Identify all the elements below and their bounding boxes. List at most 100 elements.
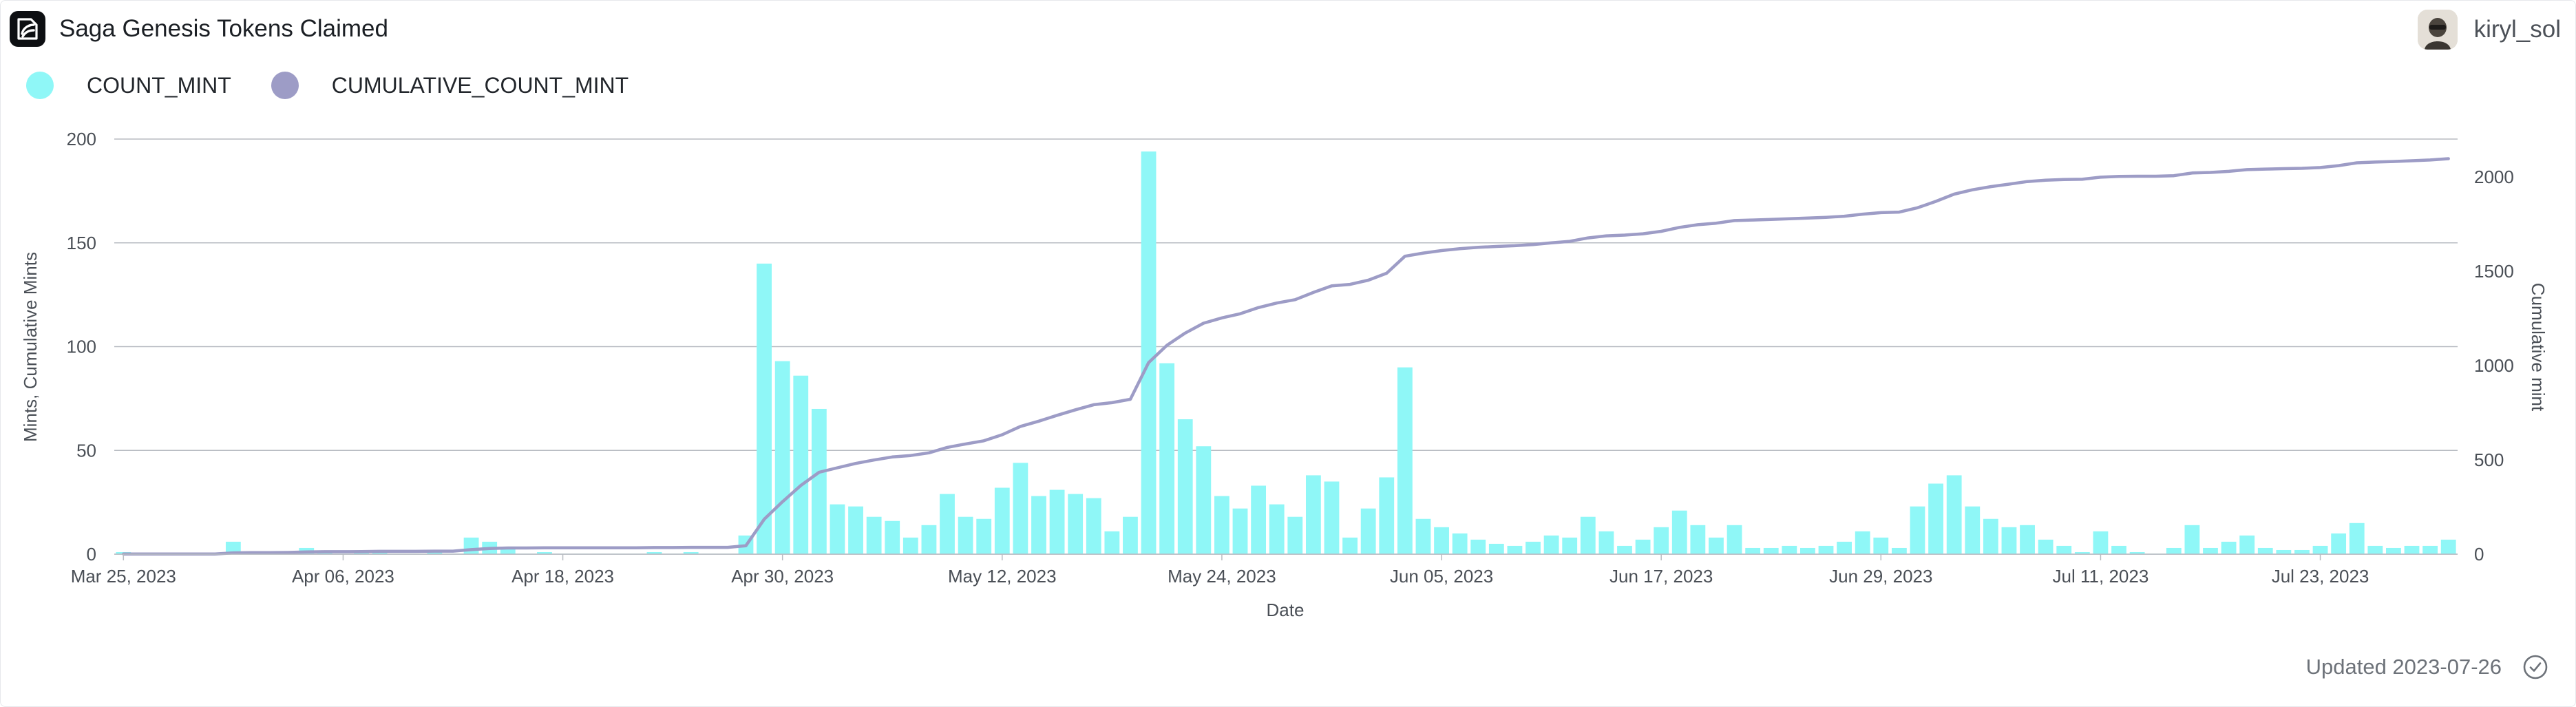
bar-count-mint[interactable]	[2294, 549, 2310, 554]
bar-count-mint[interactable]	[994, 487, 1010, 554]
bar-count-mint[interactable]	[1671, 510, 1687, 554]
bar-count-mint[interactable]	[866, 516, 882, 554]
bar-count-mint[interactable]	[885, 520, 900, 554]
bar-count-mint[interactable]	[225, 541, 241, 554]
bar-count-mint[interactable]	[463, 537, 479, 554]
bar-count-mint[interactable]	[1251, 485, 1267, 554]
bar-count-mint[interactable]	[1910, 506, 1925, 554]
bar-count-mint[interactable]	[2440, 539, 2456, 554]
bar-count-mint[interactable]	[848, 506, 863, 554]
bar-count-mint[interactable]	[1635, 539, 1651, 554]
legend-item-count-mint[interactable]: COUNT_MINT	[26, 72, 231, 99]
bar-count-mint[interactable]	[2184, 525, 2200, 554]
bar-count-mint[interactable]	[1617, 545, 1632, 554]
bar-count-mint[interactable]	[1287, 516, 1303, 554]
bar-count-mint[interactable]	[2312, 545, 2328, 554]
bar-count-mint[interactable]	[1305, 475, 1321, 554]
bar-count-mint[interactable]	[1086, 498, 1101, 554]
bar-count-mint[interactable]	[1709, 537, 1724, 554]
user-avatar[interactable]	[2417, 10, 2458, 50]
bar-count-mint[interactable]	[1690, 525, 1706, 554]
bar-count-mint[interactable]	[1727, 525, 1742, 554]
bar-count-mint[interactable]	[1049, 489, 1065, 554]
line-cumulative-count-mint[interactable]	[122, 157, 2450, 556]
bar-count-mint[interactable]	[1068, 494, 1084, 554]
bar-count-mint[interactable]	[2331, 533, 2347, 554]
bar-count-mint[interactable]	[2257, 547, 2273, 554]
bar-count-mint[interactable]	[921, 525, 937, 554]
bar-count-mint[interactable]	[500, 547, 516, 554]
flipside-logo-icon[interactable]	[10, 11, 45, 47]
bar-count-mint[interactable]	[2129, 551, 2145, 554]
bar-count-mint[interactable]	[1507, 545, 1523, 554]
user-profile[interactable]: kiryl_sol	[2417, 10, 2561, 50]
bar-count-mint[interactable]	[757, 263, 772, 554]
bar-count-mint[interactable]	[1013, 463, 1028, 554]
bar-count-mint[interactable]	[1269, 504, 1285, 554]
bar-count-mint[interactable]	[2422, 545, 2438, 554]
bar-count-mint[interactable]	[1818, 545, 1834, 554]
bar-count-mint[interactable]	[958, 516, 973, 554]
bar-count-mint[interactable]	[1141, 151, 1157, 555]
bar-count-mint[interactable]	[1525, 541, 1541, 554]
bar-count-mint[interactable]	[1983, 518, 1998, 554]
bar-count-mint[interactable]	[537, 551, 552, 554]
bar-count-mint[interactable]	[2404, 545, 2420, 554]
bar-count-mint[interactable]	[793, 375, 809, 554]
bar-count-mint[interactable]	[1946, 475, 1962, 554]
bar-count-mint[interactable]	[2367, 545, 2383, 554]
check-circle-icon[interactable]	[2522, 654, 2548, 680]
bar-count-mint[interactable]	[1104, 531, 1120, 554]
bar-count-mint[interactable]	[2020, 525, 2035, 554]
bar-count-mint[interactable]	[1031, 496, 1046, 554]
bar-count-mint[interactable]	[811, 408, 827, 554]
bar-count-mint[interactable]	[1598, 531, 1614, 554]
bar-count-mint[interactable]	[354, 551, 369, 554]
legend-item-cumulative-count-mint[interactable]: CUMULATIVE_COUNT_MINT	[271, 72, 629, 99]
bar-count-mint[interactable]	[1543, 535, 1559, 554]
bar-count-mint[interactable]	[683, 551, 699, 554]
bar-count-mint[interactable]	[1214, 496, 1229, 554]
bar-count-mint[interactable]	[1782, 545, 1797, 554]
bar-count-mint[interactable]	[646, 551, 662, 554]
bar-count-mint[interactable]	[1123, 516, 1138, 554]
bar-count-mint[interactable]	[1232, 508, 1248, 554]
bar-count-mint[interactable]	[1159, 363, 1175, 554]
bar-count-mint[interactable]	[1763, 547, 1779, 554]
bar-count-mint[interactable]	[2038, 539, 2054, 554]
bar-count-mint[interactable]	[1488, 543, 1504, 554]
bar-count-mint[interactable]	[774, 361, 790, 554]
bar-count-mint[interactable]	[427, 551, 443, 554]
bar-count-mint[interactable]	[2221, 541, 2237, 554]
bar-count-mint[interactable]	[1452, 533, 1468, 554]
bar-count-mint[interactable]	[1562, 537, 1578, 554]
bar-count-mint[interactable]	[1324, 481, 1340, 554]
bar-count-mint[interactable]	[1342, 537, 1358, 554]
bar-count-mint[interactable]	[1891, 547, 1907, 554]
bar-count-mint[interactable]	[976, 518, 992, 554]
bar-count-mint[interactable]	[1470, 539, 1486, 554]
bar-count-mint[interactable]	[1745, 547, 1761, 554]
bar-count-mint[interactable]	[1654, 527, 1669, 554]
bar-count-mint[interactable]	[1434, 527, 1449, 554]
bar-count-mint[interactable]	[1360, 508, 1376, 554]
bar-count-mint[interactable]	[1800, 547, 1815, 554]
bar-count-mint[interactable]	[2239, 535, 2255, 554]
bar-count-mint[interactable]	[940, 494, 955, 554]
bar-count-mint[interactable]	[1928, 483, 1943, 554]
bar-count-mint[interactable]	[1580, 516, 1596, 554]
bar-count-mint[interactable]	[372, 551, 388, 554]
bar-count-mint[interactable]	[2001, 527, 2017, 554]
username[interactable]: kiryl_sol	[2473, 16, 2561, 43]
bar-count-mint[interactable]	[2166, 547, 2182, 554]
bar-count-mint[interactable]	[1965, 506, 1981, 554]
bar-count-mint[interactable]	[2111, 545, 2126, 554]
bar-count-mint[interactable]	[2349, 523, 2365, 554]
bar-count-mint[interactable]	[2074, 551, 2090, 554]
bar-count-mint[interactable]	[2386, 547, 2401, 554]
bar-count-mint[interactable]	[2276, 549, 2292, 554]
bar-count-mint[interactable]	[1873, 537, 1889, 554]
bar-count-mint[interactable]	[830, 504, 845, 554]
bar-count-mint[interactable]	[2056, 545, 2072, 554]
bar-count-mint[interactable]	[2093, 531, 2109, 554]
